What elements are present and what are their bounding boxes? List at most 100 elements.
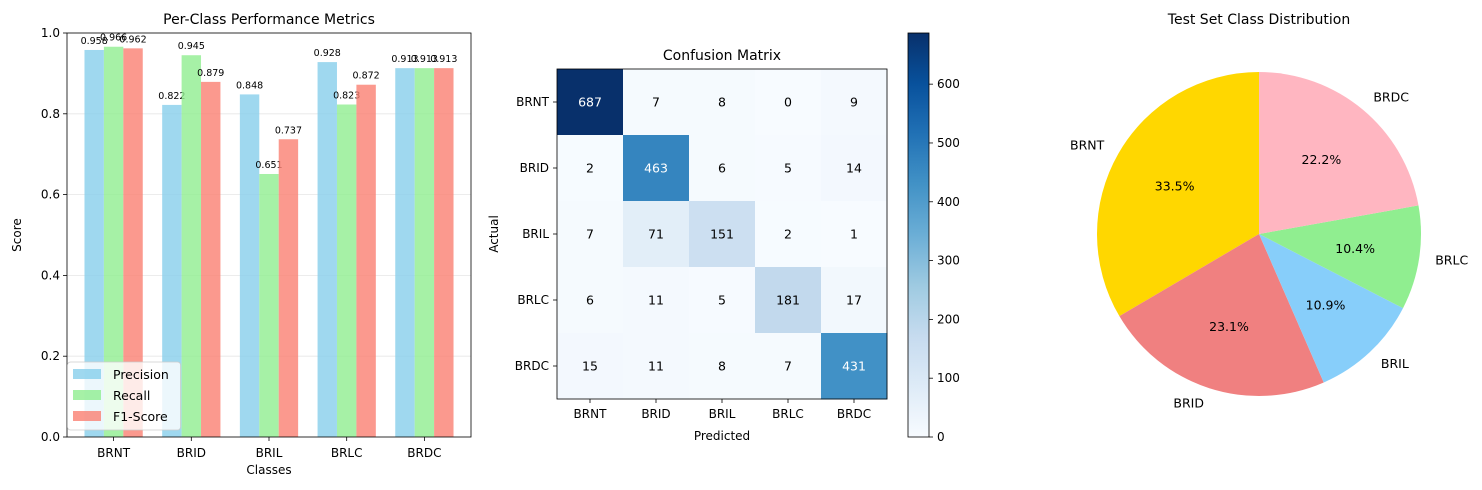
bar-precision bbox=[317, 62, 337, 437]
bar-recall bbox=[414, 68, 435, 437]
heatmap-cell-value: 17 bbox=[846, 293, 862, 308]
legend: Precision Recall F1-Score bbox=[67, 361, 181, 431]
x-tick-label: BRNT bbox=[97, 446, 131, 460]
bar-value-label: 0.945 bbox=[178, 41, 205, 52]
colorbar-tick-label: 300 bbox=[937, 254, 960, 268]
y-tick-label: 1.0 bbox=[41, 26, 60, 40]
bar-recall bbox=[336, 104, 357, 438]
heatmap-cell-value: 181 bbox=[776, 293, 800, 308]
bar-recall bbox=[259, 173, 279, 437]
colorbar-tick-label: 100 bbox=[937, 371, 960, 385]
x-tick-label: BRID bbox=[177, 446, 206, 460]
x-axis-label: Predicted bbox=[694, 429, 750, 443]
pie-slice-brid bbox=[1119, 234, 1324, 396]
heatmap-cell bbox=[755, 333, 822, 400]
legend-label: F1-Score bbox=[113, 409, 168, 424]
y-tick-label: 0.6 bbox=[41, 188, 60, 202]
heatmap-cell-value: 0 bbox=[784, 95, 792, 110]
bar-f1-score bbox=[123, 48, 143, 438]
bar-value-label: 0.958 bbox=[81, 36, 108, 47]
y-tick-label: 0.2 bbox=[41, 349, 60, 363]
heatmap-cell-value: 7 bbox=[586, 227, 594, 242]
bar-value-label: 0.822 bbox=[158, 91, 185, 102]
pie-slice-brdc bbox=[1259, 72, 1419, 234]
heatmap-cell-value: 5 bbox=[718, 293, 726, 308]
pie-label: BRLC bbox=[1435, 252, 1468, 267]
bar-value-label: 0.879 bbox=[197, 68, 224, 79]
heatmap-cell bbox=[623, 333, 690, 400]
heatmap-cell bbox=[821, 135, 888, 202]
bar-precision bbox=[239, 94, 260, 438]
heatmap-cell-value: 7 bbox=[784, 359, 792, 374]
heatmap-cell-value: 2 bbox=[784, 227, 792, 242]
heatmap-cell-value: 8 bbox=[718, 95, 726, 110]
bar-recall bbox=[181, 55, 202, 437]
heatmap-cell-value: 8 bbox=[718, 359, 726, 374]
bar-precision bbox=[84, 49, 104, 438]
heatmap-cell bbox=[623, 201, 690, 268]
heatmap-cell-value: 463 bbox=[644, 161, 668, 176]
x-axis-label: Classes bbox=[246, 463, 291, 477]
pie-label: BRNT bbox=[1070, 138, 1105, 153]
pie-pct-label: 10.4% bbox=[1335, 241, 1375, 256]
pie-slice-bril bbox=[1259, 234, 1404, 383]
pie-pct-label: 23.1% bbox=[1209, 319, 1249, 334]
bar-f1-score bbox=[434, 68, 454, 437]
legend-swatch bbox=[73, 369, 101, 379]
pie-label: BRID bbox=[1173, 395, 1204, 410]
bar-f1-score bbox=[201, 81, 221, 437]
colorbar-tick-label: 0 bbox=[937, 430, 945, 444]
pie-slice-brnt bbox=[1097, 72, 1259, 317]
pie-pct-label: 10.9% bbox=[1306, 297, 1346, 312]
bar-value-label: 0.651 bbox=[255, 160, 282, 171]
legend-swatch bbox=[73, 390, 101, 400]
y-tick-label: BRLC bbox=[517, 293, 549, 307]
bar-value-label: 0.928 bbox=[314, 48, 341, 59]
pie-pct-label: 33.5% bbox=[1155, 178, 1195, 193]
y-axis-label: Actual bbox=[487, 215, 501, 253]
chart-title: Per-Class Performance Metrics bbox=[163, 12, 375, 28]
heatmap-cell bbox=[623, 135, 690, 202]
bar-recall bbox=[103, 46, 124, 438]
heatmap-cell bbox=[755, 267, 822, 334]
x-tick-label: BRLC bbox=[772, 407, 804, 421]
bar-f1-score bbox=[356, 84, 376, 437]
heatmap-cell bbox=[689, 69, 756, 136]
heatmap-cell-value: 15 bbox=[582, 359, 598, 374]
heatmap-cell bbox=[821, 69, 888, 136]
heatmap-cell-value: 6 bbox=[718, 161, 726, 176]
chart-title: Confusion Matrix bbox=[663, 48, 781, 64]
axes-frame bbox=[66, 32, 472, 438]
heatmap-cell-value: 7 bbox=[652, 95, 660, 110]
heatmap-cell-value: 5 bbox=[784, 161, 792, 176]
y-tick-label: 0.0 bbox=[41, 430, 60, 444]
heatmap-cell-value: 431 bbox=[842, 359, 866, 374]
legend-label: Precision bbox=[113, 367, 169, 382]
heatmap-cell-value: 11 bbox=[648, 293, 664, 308]
heatmap-cell-value: 151 bbox=[710, 227, 734, 242]
heatmap-cell bbox=[821, 333, 888, 400]
heatmap-cell bbox=[821, 267, 888, 334]
bar-precision bbox=[162, 104, 182, 438]
colorbar-tick-label: 500 bbox=[937, 136, 960, 150]
legend-swatch bbox=[73, 411, 101, 421]
heatmap-cell bbox=[689, 267, 756, 334]
heatmap-cell-value: 687 bbox=[578, 95, 602, 110]
bar-chart-panel: 0.0 0.2 0.4 0.6 0.8 1.0 0.958 0.822 0.848 0.928 0.… bbox=[10, 12, 472, 477]
x-tick-label: BRIL bbox=[709, 407, 736, 421]
x-tick-label: BRIL bbox=[256, 446, 283, 460]
pie-label: BRIL bbox=[1381, 356, 1409, 371]
heatmap-cell-value: 1 bbox=[850, 227, 858, 242]
colorbar-tick-label: 200 bbox=[937, 312, 960, 326]
bar-value-label: 0.848 bbox=[236, 80, 263, 91]
heatmap-cell bbox=[557, 267, 624, 334]
colorbar-tick-label: 400 bbox=[937, 195, 960, 209]
y-tick-label: BRDC bbox=[515, 359, 549, 373]
bar-f1-score bbox=[278, 139, 299, 437]
heatmap-cell bbox=[689, 135, 756, 202]
y-tick-label: BRNT bbox=[516, 95, 550, 109]
bar-value-label: 0.872 bbox=[353, 71, 380, 82]
y-tick-label: BRIL bbox=[522, 227, 549, 241]
x-tick-label: BRID bbox=[641, 407, 670, 421]
pie-label: BRDC bbox=[1373, 89, 1409, 104]
